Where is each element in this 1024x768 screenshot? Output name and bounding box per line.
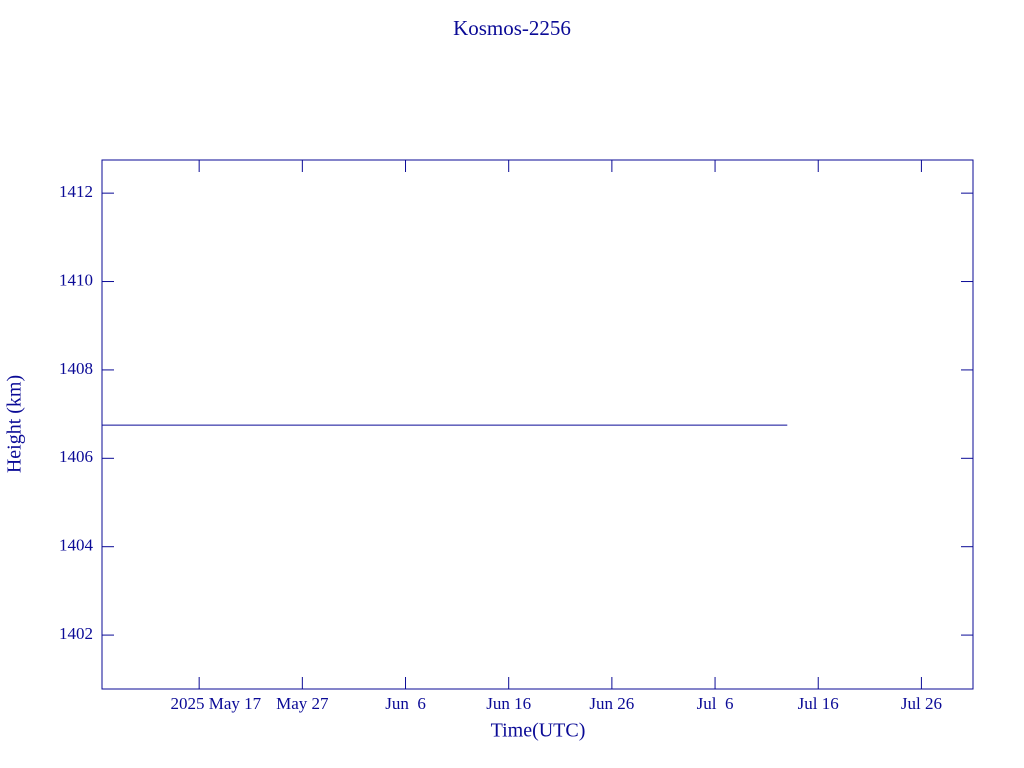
x-tick-label: Jul 26 — [901, 694, 942, 713]
y-tick-label: 1402 — [59, 624, 93, 643]
x-tick-label: Jun 16 — [486, 694, 531, 713]
x-tick-label: Jul 6 — [697, 694, 734, 713]
y-tick-label: 1412 — [59, 182, 93, 201]
y-tick-label: 1408 — [59, 359, 93, 378]
plot-frame — [101, 159, 974, 690]
y-tick-label: 1404 — [59, 536, 94, 555]
y-tick-label: 1406 — [59, 447, 93, 466]
x-tick-label: 2025 May 17 — [170, 694, 261, 713]
x-tick-label: Jun 26 — [589, 694, 634, 713]
chart-title: Kosmos-2256 — [453, 16, 571, 40]
x-tick-label: May 27 — [276, 694, 329, 713]
y-tick-label: 1410 — [59, 270, 93, 289]
x-tick-label: Jun 6 — [385, 694, 426, 713]
x-tick-label: Jul 16 — [798, 694, 839, 713]
x-axis-title: Time(UTC) — [491, 720, 586, 742]
y-axis-title: Height (km) — [4, 375, 26, 473]
